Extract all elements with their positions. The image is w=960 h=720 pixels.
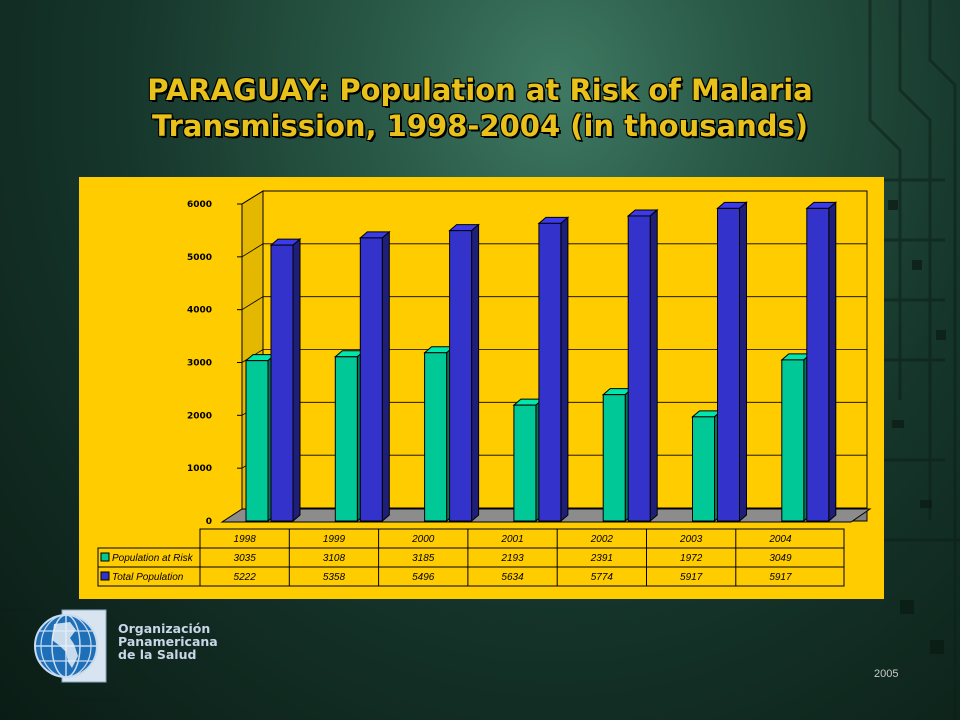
data-label: 5917 (769, 572, 792, 583)
bar (627, 215, 651, 522)
y-tick-label: 3000 (187, 359, 212, 369)
year-footnote: 2005 (874, 668, 899, 680)
data-label: 5917 (680, 572, 703, 583)
table-row (97, 566, 845, 587)
bar (270, 244, 294, 522)
data-label: 3108 (323, 553, 346, 564)
gridline (241, 190, 867, 205)
y-tick-label: 6000 (187, 200, 212, 210)
slide-title-line1: PARAGUAY: Population at Risk of Malaria (147, 73, 813, 107)
bar-side (828, 201, 837, 523)
bar (806, 207, 830, 522)
series-name: Population at Risk (112, 553, 194, 564)
globe-logo-icon (34, 609, 107, 683)
y-tick-label: 2000 (187, 411, 212, 421)
bar-chart: 0 1000 2000 3000 4000 5000 6000 1998 1999 2000 200… (97, 190, 872, 587)
bar-side (292, 238, 301, 523)
bar (781, 359, 805, 522)
legend-swatch (100, 552, 110, 562)
bar (717, 207, 740, 522)
category-label: 1998 (234, 534, 257, 545)
y-tick-label: 1000 (187, 464, 212, 474)
data-label: 3049 (769, 553, 792, 564)
data-label: 1972 (680, 553, 703, 564)
y-tick-label: 4000 (187, 306, 212, 316)
bar (513, 404, 537, 522)
bar-side (381, 230, 390, 523)
slide-title-line2: Transmission, 1998-2004 (in thousands) (152, 109, 808, 143)
data-label: 5496 (412, 572, 435, 583)
org-line-3: de la Salud (118, 647, 197, 662)
bar (449, 230, 473, 522)
category-label: 2003 (679, 534, 703, 545)
data-label: 5222 (234, 572, 257, 583)
bar (692, 416, 715, 522)
slide-title: PARAGUAY: Population at Risk of Malaria … (0, 72, 960, 144)
category-label: 2004 (768, 534, 792, 545)
category-label: 1999 (323, 534, 346, 545)
data-label: 5358 (323, 572, 346, 583)
data-label: 5634 (501, 572, 524, 583)
bar-side (560, 216, 569, 523)
bar-side (739, 201, 747, 523)
category-label: 2001 (500, 534, 523, 545)
bar (602, 394, 626, 522)
gridline (241, 296, 867, 311)
data-label: 3035 (234, 553, 257, 564)
series-name: Total Population (112, 572, 184, 583)
data-label: 2193 (500, 553, 524, 564)
bar (424, 352, 448, 522)
legend-swatch (100, 571, 110, 581)
bar (538, 222, 562, 522)
y-tick-label: 5000 (187, 253, 212, 263)
bar (334, 356, 358, 522)
gridline (241, 243, 867, 258)
category-label: 2000 (411, 534, 435, 545)
org-line-1: Organización (118, 621, 211, 636)
bar (359, 237, 383, 522)
y-tick-label: 0 (206, 517, 212, 527)
category-label: 2002 (590, 534, 614, 545)
bar-side (471, 223, 480, 523)
table-row (97, 547, 845, 568)
data-label: 2391 (590, 553, 613, 564)
bar-side (649, 208, 658, 523)
bar (245, 360, 269, 522)
data-label: 5774 (591, 572, 614, 583)
chart-panel: 0 1000 2000 3000 4000 5000 6000 1998 1999 2000 200… (79, 177, 884, 599)
organization-name: Organización Panamericana de la Salud (118, 622, 218, 661)
org-line-2: Panamericana (118, 634, 218, 649)
data-label: 3185 (412, 553, 435, 564)
